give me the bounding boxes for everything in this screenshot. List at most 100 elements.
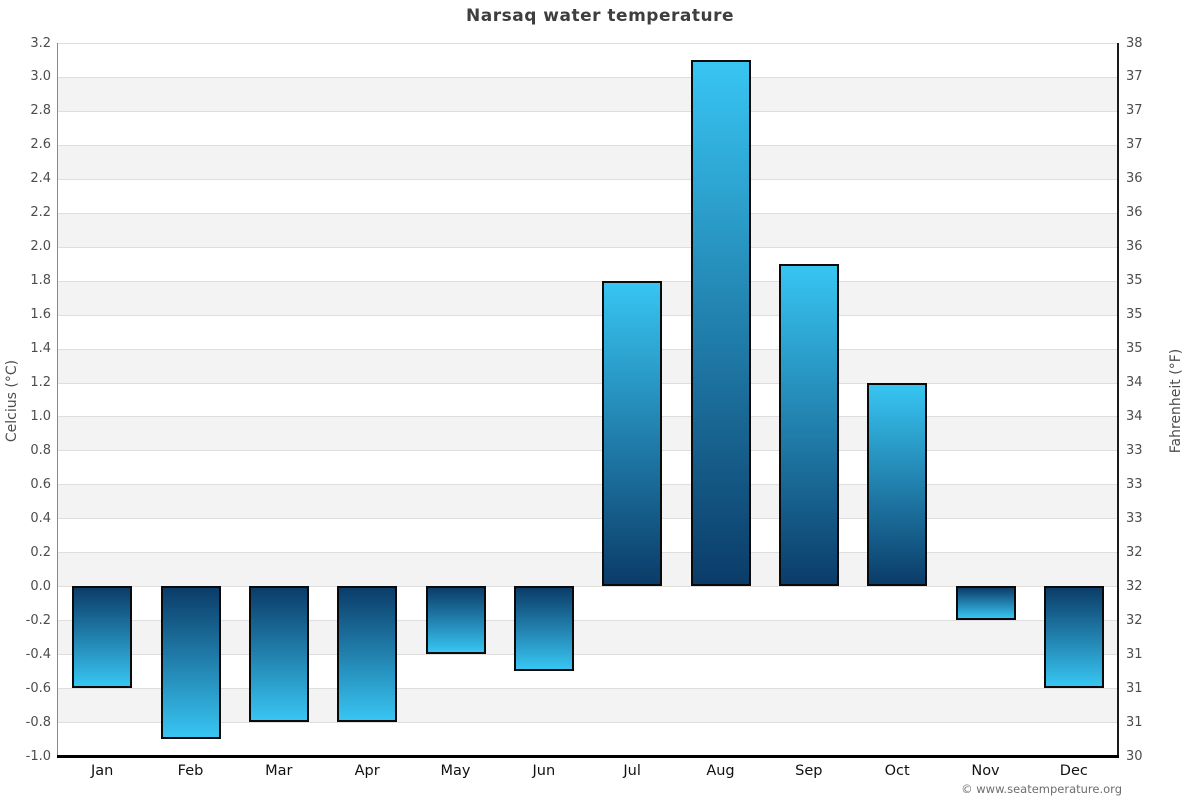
x-label-may: May	[440, 763, 471, 779]
celsius-tick-label: 0.6	[30, 476, 51, 492]
gridline	[58, 518, 1118, 520]
celsius-tick-label: 1.2	[30, 375, 51, 391]
fahrenheit-tick-label: 37	[1126, 137, 1143, 153]
background-band	[58, 620, 1118, 655]
fahrenheit-tick-label: 34	[1126, 408, 1143, 424]
fahrenheit-tick-label: 37	[1126, 103, 1143, 119]
fahrenheit-tick-label: 31	[1126, 714, 1143, 730]
background-band	[58, 110, 1118, 145]
bar-aug	[690, 59, 751, 587]
celsius-tick-label: 2.6	[30, 137, 51, 153]
background-band	[58, 314, 1118, 349]
background-band	[58, 178, 1118, 213]
bar-jun	[513, 586, 574, 672]
bottom-axis-line	[57, 755, 1119, 758]
celsius-tick-label: 0.0	[30, 578, 51, 594]
x-label-jan: Jan	[90, 763, 114, 779]
fahrenheit-tick-label: 32	[1126, 578, 1143, 594]
fahrenheit-tick-label: 36	[1126, 205, 1143, 221]
x-label-nov: Nov	[971, 763, 1000, 779]
left-axis-line	[57, 43, 58, 756]
fahrenheit-tick-label: 31	[1126, 646, 1143, 662]
gridline	[58, 76, 1118, 78]
background-band	[58, 382, 1118, 417]
celsius-tick-label: 1.8	[30, 273, 51, 289]
plot-area	[58, 43, 1118, 757]
gridline	[58, 280, 1118, 282]
bar-dec	[1043, 586, 1104, 689]
fahrenheit-tick-label: 34	[1126, 375, 1143, 391]
celsius-tick-label: -0.4	[25, 646, 51, 662]
fahrenheit-tick-label: 33	[1126, 442, 1143, 458]
gridline	[58, 416, 1118, 418]
bar-oct	[867, 382, 928, 587]
bar-feb	[160, 586, 221, 740]
gridline	[58, 382, 1118, 384]
celsius-tick-label: 1.0	[30, 408, 51, 424]
right-axis-line	[1117, 43, 1119, 756]
bar-mar	[248, 586, 309, 723]
celsius-tick-label: 2.2	[30, 205, 51, 221]
gridline	[58, 620, 1118, 622]
gridline	[58, 552, 1118, 554]
bar-nov	[955, 586, 1016, 621]
fahrenheit-tick-label: 30	[1126, 748, 1143, 764]
background-band	[58, 586, 1118, 621]
bar-apr	[337, 586, 398, 723]
gridline	[58, 688, 1118, 690]
celsius-tick-label: 0.4	[30, 510, 51, 526]
fahrenheit-tick-label: 32	[1126, 544, 1143, 560]
gridline	[58, 246, 1118, 248]
bar-sep	[778, 263, 839, 587]
fahrenheit-tick-label: 33	[1126, 510, 1143, 526]
background-band	[58, 722, 1118, 756]
bar-jan	[72, 586, 133, 689]
fahrenheit-tick-label: 31	[1126, 680, 1143, 696]
background-band	[58, 654, 1118, 689]
background-band	[58, 416, 1118, 451]
fahrenheit-tick-label: 35	[1126, 341, 1143, 357]
celsius-tick-label: 2.8	[30, 103, 51, 119]
fahrenheit-tick-label: 38	[1126, 35, 1143, 51]
copyright-text: © www.seatemperature.org	[961, 782, 1122, 796]
gridline	[58, 110, 1118, 112]
background-band	[58, 212, 1118, 247]
celsius-tick-label: -1.0	[25, 748, 51, 764]
celsius-tick-label: -0.2	[25, 612, 51, 628]
x-label-aug: Aug	[706, 763, 735, 779]
celsius-tick-label: -0.6	[25, 680, 51, 696]
fahrenheit-tick-label: 36	[1126, 171, 1143, 187]
x-label-sep: Sep	[795, 763, 823, 779]
celsius-tick-label: 3.0	[30, 69, 51, 85]
background-band	[58, 246, 1118, 281]
x-label-jun: Jun	[532, 763, 556, 779]
celsius-tick-label: 0.2	[30, 544, 51, 560]
celsius-tick-label: -0.8	[25, 714, 51, 730]
background-band	[58, 688, 1118, 723]
fahrenheit-axis-title: Fahrenheit (°F)	[1168, 348, 1184, 454]
gridline	[58, 722, 1118, 724]
x-label-dec: Dec	[1059, 763, 1088, 779]
celsius-tick-label: 2.4	[30, 171, 51, 187]
gridline	[58, 212, 1118, 214]
celsius-tick-label: 0.8	[30, 442, 51, 458]
x-label-feb: Feb	[177, 763, 204, 779]
chart-title: Narsaq water temperature	[466, 6, 734, 26]
gridline	[58, 484, 1118, 486]
background-band	[58, 450, 1118, 485]
gridline	[58, 178, 1118, 180]
x-label-mar: Mar	[265, 763, 293, 779]
fahrenheit-tick-label: 36	[1126, 239, 1143, 255]
gridline	[58, 654, 1118, 656]
background-band	[58, 280, 1118, 315]
background-band	[58, 144, 1118, 179]
fahrenheit-tick-label: 35	[1126, 273, 1143, 289]
gridline	[58, 348, 1118, 350]
background-band	[58, 348, 1118, 383]
background-band	[58, 43, 1118, 77]
celsius-tick-label: 1.6	[30, 307, 51, 323]
gridline	[58, 314, 1118, 316]
fahrenheit-tick-label: 35	[1126, 307, 1143, 323]
x-label-oct: Oct	[884, 763, 910, 779]
